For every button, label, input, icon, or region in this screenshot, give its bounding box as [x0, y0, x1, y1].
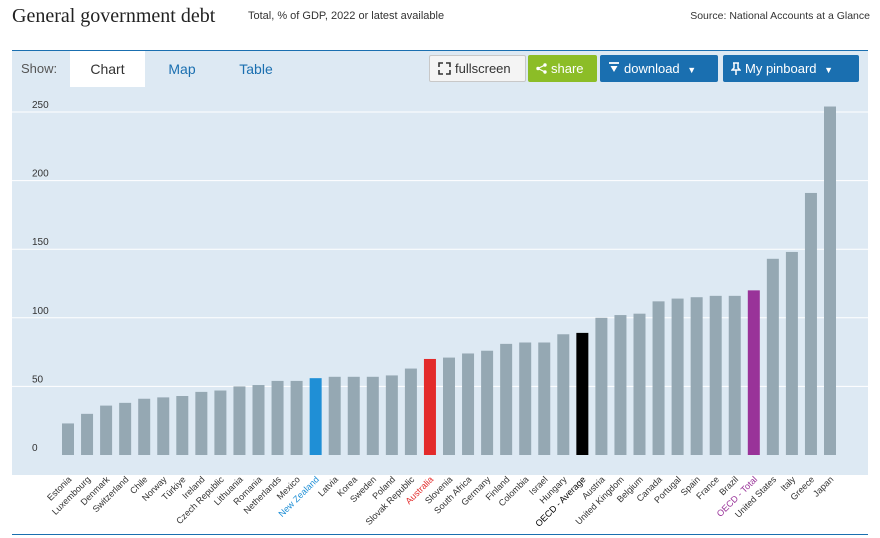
bar: [366, 376, 379, 455]
bar: [614, 315, 627, 455]
bar: [747, 290, 760, 455]
y-tick-label: 200: [32, 169, 49, 180]
y-tick-label: 50: [32, 374, 44, 385]
bar: [252, 385, 265, 455]
pin-icon: [730, 57, 742, 84]
fullscreen-icon: [438, 58, 451, 83]
bar: [671, 298, 684, 455]
bar: [62, 423, 74, 455]
fullscreen-label: fullscreen: [455, 61, 511, 76]
bar: [195, 391, 208, 455]
bar: [138, 398, 151, 455]
bar: [690, 297, 703, 455]
x-tick-label: Latvia: [316, 474, 340, 498]
tab-map[interactable]: Map: [168, 61, 196, 77]
y-tick-label: 250: [32, 100, 49, 111]
caret-down-icon: ▼: [687, 65, 697, 75]
chart-subtitle: Total, % of GDP, 2022 or latest availabl…: [248, 10, 445, 22]
bar: [538, 342, 551, 455]
bar: [157, 397, 170, 455]
bottom-divider: [12, 534, 868, 535]
header: General government debt Total, % of GDP,…: [8, 2, 872, 28]
bar: [81, 413, 94, 455]
bar: [233, 386, 246, 455]
show-label: Show:: [21, 61, 58, 76]
bar: [804, 192, 817, 455]
bar: [404, 368, 417, 455]
pinboard-button[interactable]: My pinboard ▼: [723, 55, 859, 82]
y-tick-label: 100: [32, 306, 49, 317]
bar: [595, 317, 608, 455]
chart-title: General government debt: [12, 5, 216, 27]
tab-table[interactable]: Table: [239, 61, 273, 77]
bar: [423, 358, 436, 455]
bar: [576, 332, 589, 455]
share-label: share: [551, 61, 584, 76]
bar: [462, 353, 475, 455]
bar: [481, 350, 494, 455]
bar: [443, 357, 455, 455]
y-tick-label: 0: [32, 443, 38, 454]
bar: [328, 376, 341, 455]
bar: [824, 106, 836, 455]
bar: [119, 402, 132, 455]
fullscreen-button[interactable]: fullscreen: [429, 55, 526, 82]
bar: [176, 396, 189, 455]
bar: [290, 380, 303, 455]
bar: [347, 376, 360, 455]
top-divider: [12, 50, 868, 51]
bar: [309, 378, 322, 455]
y-tick-label: 150: [32, 237, 49, 248]
bar: [766, 258, 779, 455]
bar: [500, 343, 513, 455]
x-tick-label: Japan: [811, 474, 835, 498]
tab-chart[interactable]: Chart: [70, 51, 145, 87]
bar: [385, 375, 398, 455]
download-button[interactable]: download ▼: [600, 55, 718, 82]
download-label: download: [624, 61, 680, 76]
share-button[interactable]: share: [528, 55, 597, 82]
source-note: Source: National Accounts at a Glance: [690, 10, 870, 22]
pinboard-label: My pinboard: [745, 61, 817, 76]
bar: [557, 334, 570, 455]
caret-down-icon: ▼: [824, 65, 834, 75]
bar: [214, 390, 227, 455]
toolbar: Show: Chart Map Table fullscreen share d…: [12, 51, 868, 87]
bar: [633, 313, 646, 455]
bar: [709, 295, 722, 455]
download-icon: [608, 57, 620, 84]
plot-area: [12, 87, 868, 475]
bar: [785, 251, 798, 455]
bar: [652, 301, 665, 455]
bar: [100, 405, 113, 455]
share-icon: [536, 57, 547, 84]
bar: [271, 380, 284, 455]
bar: [728, 295, 741, 455]
bar: [519, 342, 532, 455]
